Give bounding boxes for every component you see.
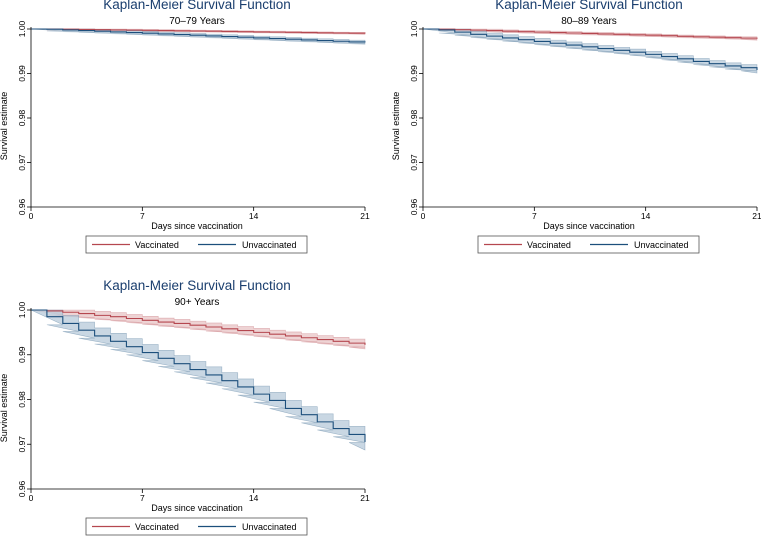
chart-panel-80-89: Kaplan-Meier Survival Function 80–89 Yea…	[391, 0, 761, 254]
x-tick-label: 14	[641, 211, 651, 221]
x-tick-label: 14	[249, 211, 259, 221]
y-axis-label: Survival estimate	[0, 92, 9, 161]
y-axis-label: Survival estimate	[391, 92, 401, 161]
ci-band-vaccinated	[422, 28, 758, 41]
y-tick-label: 0.99	[17, 65, 27, 82]
y-tick-label: 0.97	[17, 154, 27, 171]
y-tick-label: 0.97	[17, 436, 27, 453]
y-tick-label: 0.97	[409, 154, 419, 171]
chart-panel-90-plus: Kaplan-Meier Survival Function 90+ Years…	[0, 278, 370, 536]
plot-area: 0 7 14 21 0.96 0.97 0.98 0.99 1.00	[17, 20, 370, 221]
legend-label-vaccinated: Vaccinated	[135, 522, 179, 532]
x-tick-label: 7	[140, 493, 145, 503]
series-line-vaccinated	[31, 28, 366, 34]
chart-title: Kaplan-Meier Survival Function	[103, 278, 291, 293]
y-tick-label: 0.96	[409, 198, 419, 215]
y-tick-label: 0.98	[409, 109, 419, 126]
legend-box	[85, 235, 308, 254]
legend: Vaccinated Unvaccinated	[85, 517, 308, 536]
x-tick-label: 0	[29, 211, 34, 221]
y-tick-label: 0.98	[17, 109, 27, 126]
x-tick-label: 14	[249, 493, 259, 503]
x-axis-label: Days since vaccination	[151, 503, 243, 513]
legend: Vaccinated Unvaccinated	[477, 235, 700, 254]
series-line-vaccinated	[31, 309, 366, 345]
y-tick-label: 1.00	[17, 20, 27, 37]
ci-band-unvaccinated	[30, 309, 366, 451]
x-tick-label: 0	[29, 493, 34, 503]
x-tick-label: 21	[360, 211, 370, 221]
legend-box	[477, 235, 700, 254]
y-tick-label: 1.00	[409, 20, 419, 37]
y-tick-label: 0.96	[17, 480, 27, 497]
chart-subtitle: 70–79 Years	[169, 16, 225, 27]
x-tick-label: 0	[421, 211, 426, 221]
legend-box	[85, 517, 308, 536]
legend-label-vaccinated: Vaccinated	[135, 240, 179, 250]
y-tick-label: 0.99	[409, 65, 419, 82]
chart-title: Kaplan-Meier Survival Function	[103, 0, 291, 12]
ci-band-vaccinated	[30, 309, 366, 350]
legend-label-unvaccinated: Unvaccinated	[242, 240, 297, 250]
series-line-unvaccinated	[31, 28, 366, 43]
legend-label-unvaccinated: Unvaccinated	[242, 522, 297, 532]
series-line-unvaccinated	[423, 28, 758, 70]
plot-area: 0 7 14 21 0.96 0.97 0.98 0.99 1.00	[409, 20, 761, 221]
ci-band-unvaccinated	[422, 28, 758, 74]
series-line-unvaccinated	[31, 309, 366, 443]
plot-area: 0 7 14 21 0.96 0.97 0.98 0.99 1.00	[17, 301, 370, 503]
x-tick-label: 7	[140, 211, 145, 221]
chart-panel-70-79: Kaplan-Meier Survival Function 70–79 Yea…	[0, 0, 370, 254]
y-axis-label: Survival estimate	[0, 374, 9, 443]
y-tick-label: 0.98	[17, 391, 27, 408]
ci-band-unvaccinated	[30, 28, 366, 45]
x-axis-label: Days since vaccination	[151, 221, 243, 231]
series-line-vaccinated	[423, 28, 758, 39]
x-tick-label: 21	[360, 493, 370, 503]
y-tick-label: 0.99	[17, 346, 27, 363]
y-tick-label: 1.00	[17, 301, 27, 318]
legend: Vaccinated Unvaccinated	[85, 235, 308, 254]
y-tick-label: 0.96	[17, 198, 27, 215]
legend-label-vaccinated: Vaccinated	[527, 240, 571, 250]
legend-label-unvaccinated: Unvaccinated	[634, 240, 689, 250]
x-axis-label: Days since vaccination	[543, 221, 635, 231]
x-tick-label: 21	[752, 211, 761, 221]
chart-subtitle: 90+ Years	[175, 297, 220, 308]
chart-title: Kaplan-Meier Survival Function	[495, 0, 683, 12]
chart-subtitle: 80–89 Years	[561, 16, 617, 27]
x-tick-label: 7	[532, 211, 537, 221]
